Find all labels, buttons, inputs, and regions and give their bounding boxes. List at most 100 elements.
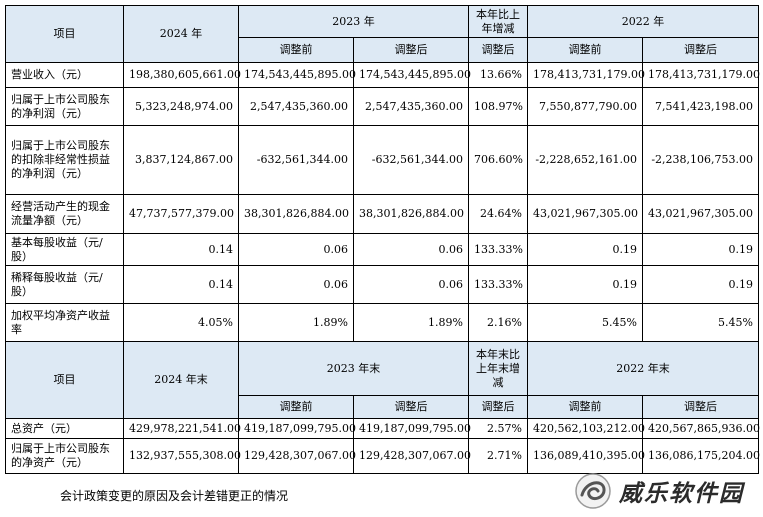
swirl-logo-icon xyxy=(575,473,611,509)
value-2023-before: 174,543,445,895.00 xyxy=(238,62,356,88)
value-2023-after: 2,547,435,360.00 xyxy=(353,87,469,126)
row-label: 归属于上市公司股东的净利润（元） xyxy=(5,87,124,126)
footnote-text: 会计政策变更的原因及会计差错更正的情况 xyxy=(60,489,289,503)
header-2022-before: 调整前 xyxy=(527,37,643,63)
value-2023-before: 1.89% xyxy=(238,303,354,342)
value-2022-after: 420,567,865,936.00 xyxy=(642,418,760,439)
value-change: 133.33% xyxy=(468,265,528,304)
value-2024: 198,380,605,661.00 xyxy=(123,62,241,88)
row-label: 营业收入（元） xyxy=(5,62,124,88)
value-2022-after: 0.19 xyxy=(642,265,759,304)
value-2023-after: 174,543,445,895.00 xyxy=(353,62,471,88)
value-2023-before: 419,187,099,795.00 xyxy=(238,418,356,439)
value-2022-before: 136,089,410,395.00 xyxy=(527,438,645,474)
header-row-4: 调整前 调整后 调整后 调整前 调整后 xyxy=(6,395,759,419)
table-row: 归属于上市公司股东的净利润（元） 5,323,248,974.00 2,547,… xyxy=(5,87,759,126)
value-2023-after: 0.06 xyxy=(353,265,469,304)
value-2022-before: 178,413,731,179.00 xyxy=(527,62,645,88)
value-2023-after: 0.06 xyxy=(353,233,469,266)
row-label: 总资产（元） xyxy=(5,418,124,439)
header-2023-after: 调整后 xyxy=(353,395,469,419)
value-2022-before: -2,228,652,161.00 xyxy=(527,125,643,195)
row-label: 稀释每股收益（元/股） xyxy=(5,265,124,304)
value-change: 2.16% xyxy=(468,303,528,342)
value-2023-after: 129,428,307,067.00 xyxy=(353,438,471,474)
header-2024: 2024 年 xyxy=(123,5,239,63)
value-2022-after: -2,238,106,753.00 xyxy=(642,125,759,195)
header-2024-end: 2024 年末 xyxy=(123,341,239,419)
header-row-2: 调整前 调整后 调整后 调整前 调整后 xyxy=(6,37,759,63)
value-2024: 5,323,248,974.00 xyxy=(123,87,239,126)
value-2022-after: 5.45% xyxy=(642,303,759,342)
value-2022-after: 136,086,175,204.00 xyxy=(642,438,760,474)
value-change: 133.33% xyxy=(468,233,528,266)
value-2024: 4.05% xyxy=(123,303,239,342)
table-row: 总资产（元） 429,978,221,541.00 419,187,099,79… xyxy=(5,418,760,439)
value-2022-before: 0.19 xyxy=(527,233,643,266)
value-2022-after: 178,413,731,179.00 xyxy=(642,62,760,88)
row-label: 经营活动产生的现金流量净额（元） xyxy=(5,194,124,234)
header-2022-after: 调整后 xyxy=(642,395,759,419)
value-2023-before: 129,428,307,067.00 xyxy=(238,438,356,474)
value-change: 13.66% xyxy=(468,62,528,88)
header-2022-end: 2022 年末 xyxy=(527,341,759,396)
header-2023-before: 调整前 xyxy=(238,37,354,63)
table-row: 归属于上市公司股东的扣除非经常性损益的净利润（元） 3,837,124,867.… xyxy=(5,125,759,195)
value-2024: 0.14 xyxy=(123,265,239,304)
value-2024: 132,937,555,308.00 xyxy=(123,438,241,474)
value-2023-before: 0.06 xyxy=(238,233,354,266)
table-row: 基本每股收益（元/股） 0.14 0.06 0.06 133.33% 0.19 … xyxy=(5,233,759,266)
table-row: 营业收入（元） 198,380,605,661.00 174,543,445,8… xyxy=(5,62,760,88)
value-change: 108.97% xyxy=(468,87,528,126)
value-2023-before: -632,561,344.00 xyxy=(238,125,354,195)
header-2023-after: 调整后 xyxy=(353,37,469,63)
row-label: 归属于上市公司股东的扣除非经常性损益的净利润（元） xyxy=(5,125,124,195)
header-row-1: 项目 2024 年 2023 年 本年比上年增减 2022 年 xyxy=(5,5,759,63)
value-2023-after: 419,187,099,795.00 xyxy=(353,418,471,439)
table-row: 加权平均净资产收益率 4.05% 1.89% 1.89% 2.16% 5.45%… xyxy=(5,303,759,342)
value-2023-before: 2,547,435,360.00 xyxy=(238,87,354,126)
header-change-after: 调整后 xyxy=(468,395,528,419)
value-2023-after: -632,561,344.00 xyxy=(353,125,469,195)
value-2023-after: 38,301,826,884.00 xyxy=(353,194,469,234)
header-2023-end: 2023 年末 xyxy=(238,341,469,396)
header-item: 项目 xyxy=(5,5,124,63)
watermark: 威乐软件园 xyxy=(573,470,758,512)
header-row-3: 项目 2024 年末 2023 年末 本年末比上年末增减 2022 年末 xyxy=(5,341,759,419)
value-2024: 0.14 xyxy=(123,233,239,266)
header-change: 本年比上年增减 xyxy=(468,5,528,38)
value-2022-before: 43,021,967,305.00 xyxy=(527,194,643,234)
row-label: 基本每股收益（元/股） xyxy=(5,233,124,266)
value-change: 2.57% xyxy=(468,418,528,439)
value-2023-before: 38,301,826,884.00 xyxy=(238,194,354,234)
value-2022-before: 0.19 xyxy=(527,265,643,304)
value-2023-before: 0.06 xyxy=(238,265,354,304)
financial-summary-table: 项目 2024 年 2023 年 本年比上年增减 2022 年 调整前 调整后 … xyxy=(5,5,760,474)
value-2022-before: 7,550,877,790.00 xyxy=(527,87,643,126)
value-2022-before: 5.45% xyxy=(527,303,643,342)
row-label: 归属于上市公司股东的净资产（元） xyxy=(5,438,124,474)
value-2022-after: 43,021,967,305.00 xyxy=(642,194,759,234)
value-change: 706.60% xyxy=(468,125,528,195)
header-2023-before: 调整前 xyxy=(238,395,354,419)
header-change-end: 本年末比上年末增减 xyxy=(468,341,528,396)
value-change: 24.64% xyxy=(468,194,528,234)
table-row: 经营活动产生的现金流量净额（元） 47,737,577,379.00 38,30… xyxy=(5,194,759,234)
header-2022-before: 调整前 xyxy=(527,395,643,419)
value-change: 2.71% xyxy=(468,438,528,474)
value-2023-after: 1.89% xyxy=(353,303,469,342)
row-label: 加权平均净资产收益率 xyxy=(5,303,124,342)
value-2024: 429,978,221,541.00 xyxy=(123,418,241,439)
value-2022-after: 7,541,423,198.00 xyxy=(642,87,759,126)
value-2022-after: 0.19 xyxy=(642,233,759,266)
watermark-text: 威乐软件园 xyxy=(619,481,744,507)
table-row: 稀释每股收益（元/股） 0.14 0.06 0.06 133.33% 0.19 … xyxy=(5,265,759,304)
header-change-after: 调整后 xyxy=(468,37,528,63)
value-2024: 47,737,577,379.00 xyxy=(123,194,239,234)
table-row: 归属于上市公司股东的净资产（元） 132,937,555,308.00 129,… xyxy=(5,438,760,474)
value-2022-before: 420,562,103,212.00 xyxy=(527,418,645,439)
header-2023: 2023 年 xyxy=(238,5,469,38)
header-2022-after: 调整后 xyxy=(642,37,759,63)
header-item: 项目 xyxy=(5,341,124,419)
header-2022: 2022 年 xyxy=(527,5,759,38)
